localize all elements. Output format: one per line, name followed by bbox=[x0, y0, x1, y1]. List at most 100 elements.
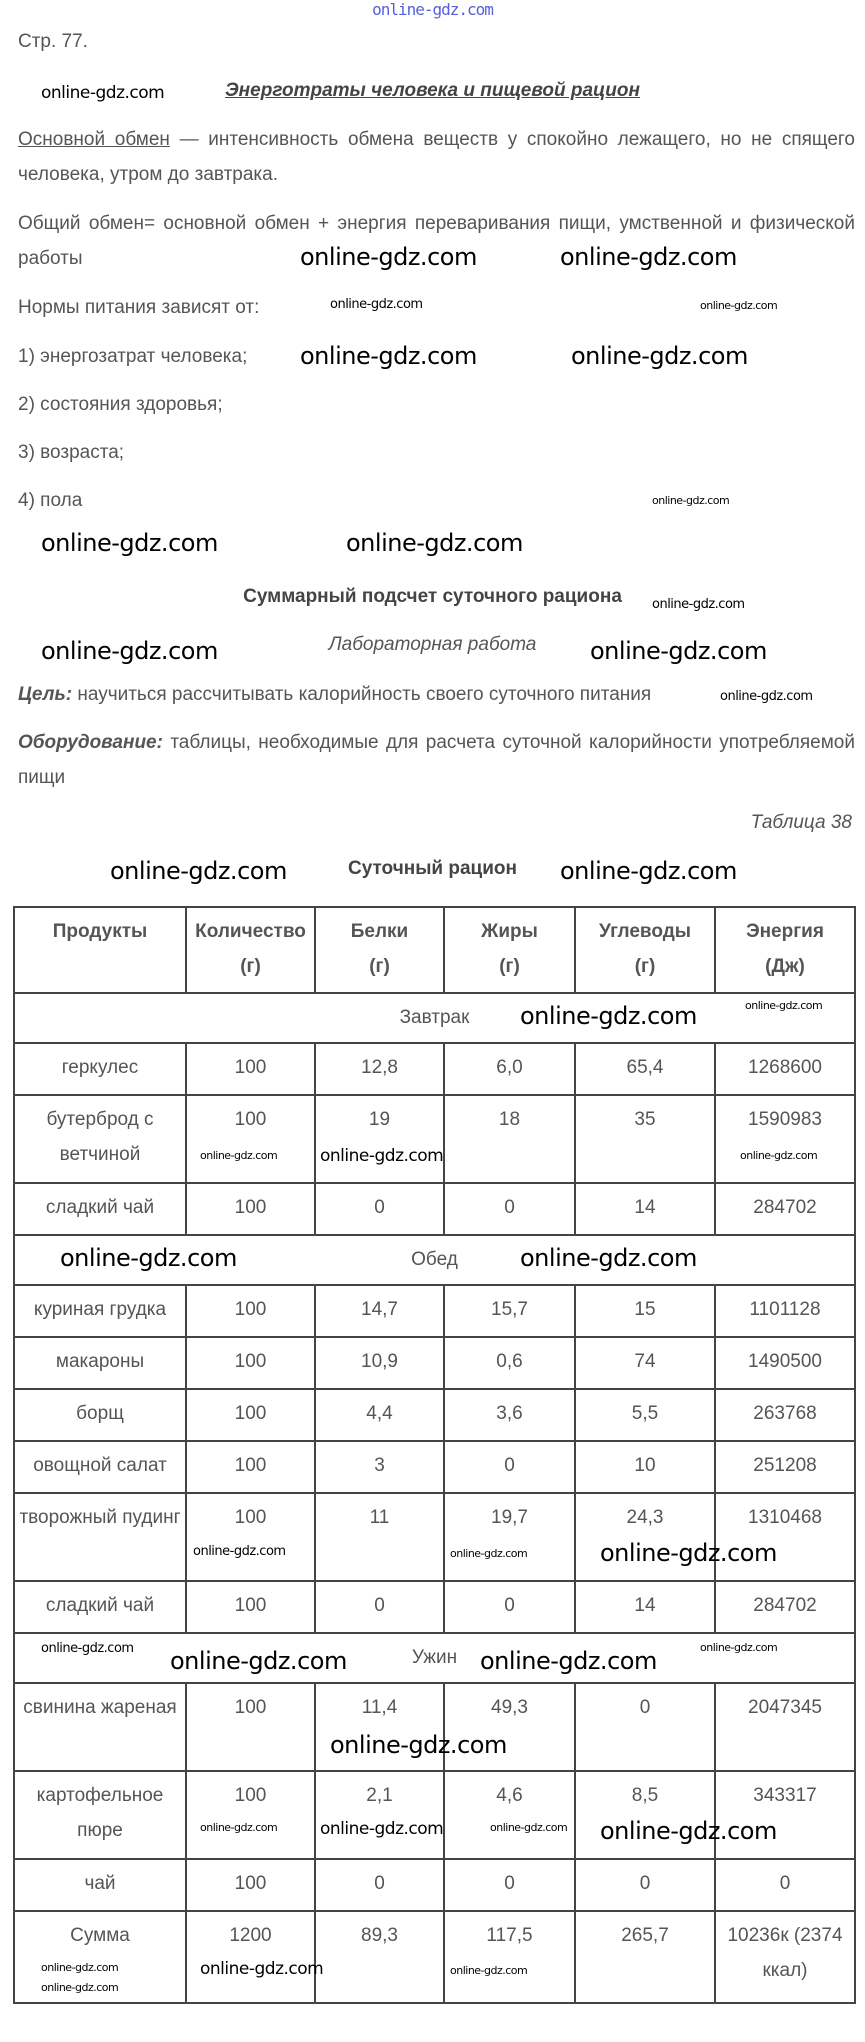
table-cell: 0 bbox=[443, 1580, 576, 1634]
product-name: чай bbox=[13, 1858, 187, 1912]
table-row: чай 100 0 0 0 0 bbox=[13, 1858, 856, 1912]
watermark: online-gdz.com bbox=[560, 243, 737, 271]
norm-item: 1) энергозатрат человека; bbox=[18, 346, 248, 367]
table-row: картофельное пюре 100 2,1 4,6 8,5 343317 bbox=[13, 1770, 856, 1860]
table-cell: 14 bbox=[574, 1580, 716, 1634]
total-cell: 1200 bbox=[185, 1910, 316, 2004]
table-cell: 0 bbox=[314, 1858, 445, 1912]
meal-section-row: Обед bbox=[13, 1234, 856, 1286]
watermark: online-gdz.com bbox=[560, 857, 737, 885]
watermark: online-gdz.com bbox=[520, 1244, 697, 1272]
watermark: online-gdz.com bbox=[490, 1821, 568, 1834]
total-cell: 265,7 bbox=[574, 1910, 716, 2004]
header-label: Жиры bbox=[481, 921, 538, 942]
product-name: куриная грудка bbox=[13, 1284, 187, 1338]
header-unit: (г) bbox=[240, 956, 261, 977]
table-cell: 24,3 bbox=[574, 1492, 716, 1582]
table-row: борщ 100 4,4 3,6 5,5 263768 bbox=[13, 1388, 856, 1442]
table-cell: 0 bbox=[574, 1682, 716, 1772]
table-cell: 0 bbox=[574, 1858, 716, 1912]
table-cell: 49,3 bbox=[443, 1682, 576, 1772]
goal-text: научиться рассчитывать калорийность свое… bbox=[72, 684, 652, 705]
table-cell: 3 bbox=[314, 1440, 445, 1494]
watermark: online-gdz.com bbox=[320, 1819, 444, 1839]
watermark: online-gdz.com bbox=[520, 1002, 697, 1030]
watermark: online-gdz.com bbox=[41, 529, 218, 557]
watermark: online-gdz.com bbox=[720, 689, 813, 704]
goal: Цель: научиться рассчитывать калорийност… bbox=[18, 677, 651, 712]
header-unit: (г) bbox=[634, 956, 656, 977]
watermark: online-gdz.com bbox=[41, 83, 165, 103]
table-cell: 15,7 bbox=[443, 1284, 576, 1338]
table-cell: 251208 bbox=[714, 1440, 856, 1494]
watermark: online-gdz.com bbox=[41, 1961, 119, 1974]
product-name: свинина жареная bbox=[13, 1682, 187, 1772]
norm-item: 3) возраста; bbox=[18, 442, 125, 463]
watermark: online-gdz.com bbox=[170, 1647, 347, 1675]
table-cell: 100 bbox=[185, 1336, 316, 1390]
total-label: Сумма bbox=[13, 1910, 187, 2004]
table-cell: 4,4 bbox=[314, 1388, 445, 1442]
table-cell: 0 bbox=[443, 1182, 576, 1236]
total-cell: 89,3 bbox=[314, 1910, 445, 2004]
total-cell: 117,5 bbox=[443, 1910, 576, 2004]
lab-subtitle: Лабораторная работа bbox=[328, 634, 537, 655]
watermark: online-gdz.com bbox=[60, 1244, 237, 1272]
table-cell: 100 bbox=[185, 1284, 316, 1338]
table-row: геркулес 100 12,8 6,0 65,4 1268600 bbox=[13, 1042, 856, 1096]
section-title: Энерготраты человека и пищевой рацион bbox=[225, 80, 640, 101]
watermark: online-gdz.com bbox=[480, 1647, 657, 1675]
table-cell: 19 bbox=[314, 1094, 445, 1184]
table-row: макароны 100 10,9 0,6 74 1490500 bbox=[13, 1336, 856, 1390]
product-name: сладкий чай bbox=[13, 1580, 187, 1634]
table-cell: 11,4 bbox=[314, 1682, 445, 1772]
watermark: online-gdz.com bbox=[200, 1821, 278, 1834]
product-name: сладкий чай bbox=[13, 1182, 187, 1236]
header-label: Количество bbox=[195, 921, 306, 942]
header-label: Продукты bbox=[52, 921, 148, 942]
product-name: макароны bbox=[13, 1336, 187, 1390]
definition-text: — интенсивность обмена веществ у спокойн… bbox=[18, 129, 855, 185]
watermark: online-gdz.com bbox=[200, 1959, 324, 1979]
watermark: online-gdz.com bbox=[700, 1641, 778, 1654]
product-name: геркулес bbox=[13, 1042, 187, 1096]
table-cell: 15 bbox=[574, 1284, 716, 1338]
header-unit: (Дж) bbox=[765, 956, 805, 977]
table-cell: 3,6 bbox=[443, 1388, 576, 1442]
table-cell: 100 bbox=[185, 1682, 316, 1772]
norm-item: 2) состояния здоровья; bbox=[18, 394, 223, 415]
watermark: online-gdz.com bbox=[571, 342, 748, 370]
table-row: сладкий чай 100 0 0 14 284702 bbox=[13, 1580, 856, 1634]
column-header: Белки (г) bbox=[314, 906, 445, 994]
table-cell: 100 bbox=[185, 1388, 316, 1442]
table-row: овощной салат 100 3 0 10 251208 bbox=[13, 1440, 856, 1494]
column-header: Энергия (Дж) bbox=[714, 906, 856, 994]
table-row: свинина жареная 100 11,4 49,3 0 2047345 bbox=[13, 1682, 856, 1772]
table-cell: 343317 bbox=[714, 1770, 856, 1860]
table-cell: 0 bbox=[443, 1440, 576, 1494]
table-cell: 284702 bbox=[714, 1580, 856, 1634]
watermark: online-gdz.com bbox=[300, 342, 477, 370]
table-cell: 65,4 bbox=[574, 1042, 716, 1096]
goal-label: Цель: bbox=[18, 684, 73, 705]
header-label: Энергия bbox=[746, 921, 824, 942]
product-name: бутерброд с ветчиной bbox=[13, 1094, 187, 1184]
meal-name: Завтрак bbox=[13, 992, 856, 1044]
product-name: творожный пудинг bbox=[13, 1492, 187, 1582]
watermark: online-gdz.com bbox=[652, 597, 745, 612]
column-header: Углеводы (г) bbox=[574, 906, 716, 994]
watermark: online-gdz.com bbox=[346, 529, 523, 557]
table-cell: 18 bbox=[443, 1094, 576, 1184]
table-cell: 35 bbox=[574, 1094, 716, 1184]
daily-ration-table: Продукты Количество (г) Белки (г) Жиры (г) Угле… bbox=[13, 906, 856, 2004]
watermark: online-gdz.com bbox=[41, 1981, 119, 1994]
meal-name: Обед bbox=[13, 1234, 856, 1286]
watermark: online-gdz.com bbox=[600, 1539, 777, 1567]
header-unit: (г) bbox=[499, 956, 520, 977]
table-cell: 100 bbox=[185, 1858, 316, 1912]
table-cell: 4,6 bbox=[443, 1770, 576, 1860]
table-cell: 1490500 bbox=[714, 1336, 856, 1390]
table-cell: 10 bbox=[574, 1440, 716, 1494]
table-cell: 100 bbox=[185, 1094, 316, 1184]
paragraph-basal-metabolism: Основной обмен — интенсивность обмена ве… bbox=[18, 122, 855, 192]
